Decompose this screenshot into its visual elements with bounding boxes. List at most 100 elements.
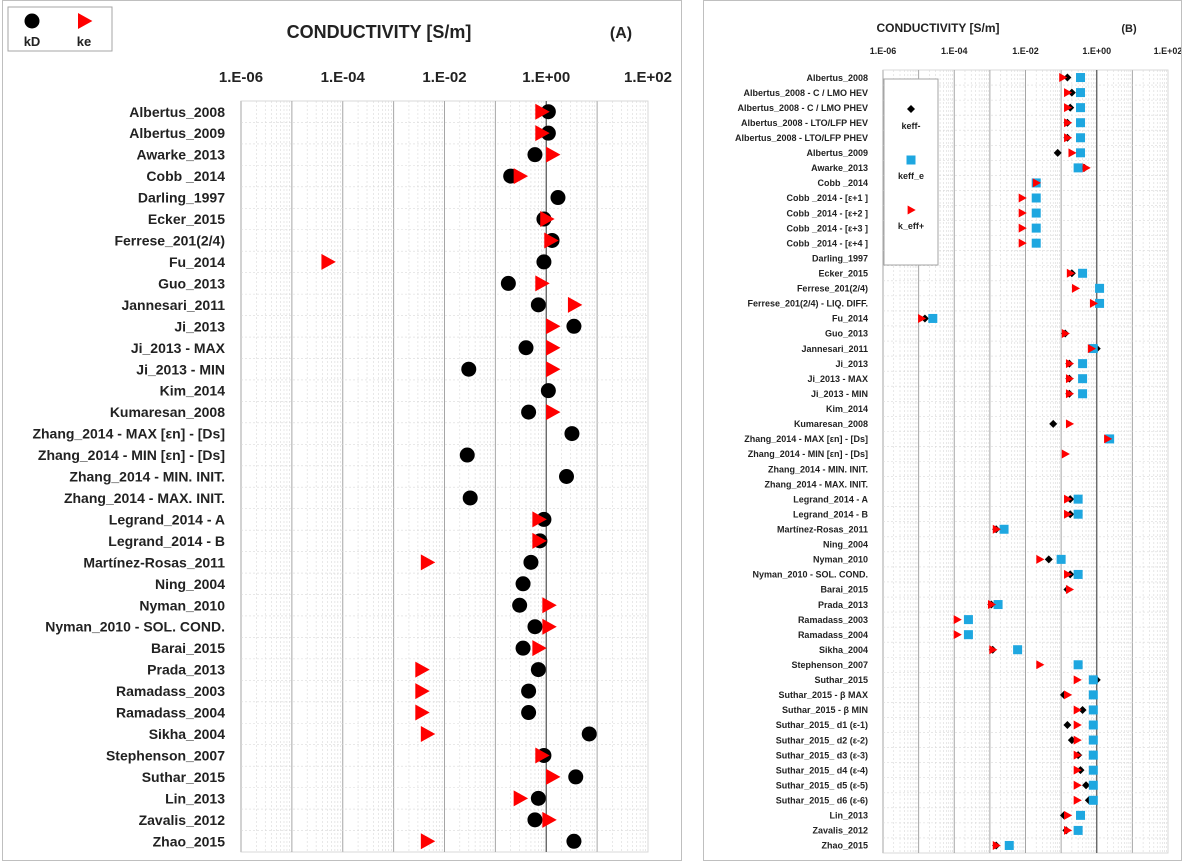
category-label: Albertus_2008 [806, 73, 868, 83]
data-point-ke [415, 704, 430, 721]
data-point-kpos [1064, 569, 1073, 579]
x-tick-label: 1.E-02 [1012, 46, 1039, 56]
category-label: Nyman_2010 - SOL. COND. [45, 619, 225, 635]
data-point-kD [564, 426, 580, 442]
chart-title: CONDUCTIVITY [S/m] [876, 21, 999, 35]
category-label: Stephenson_2007 [791, 660, 868, 670]
data-point-kD [568, 769, 584, 785]
category-label: Zhang_2014 - MAX. INIT. [764, 479, 868, 489]
category-label: Sikha_2004 [819, 645, 868, 655]
category-label: Ferrese_201(2/4) [114, 233, 225, 249]
data-point-kneg [1049, 419, 1058, 428]
category-label: Zavalis_2012 [139, 812, 226, 828]
data-point-kD [536, 254, 552, 270]
data-point-ke [567, 296, 583, 313]
category-label: Ji_2013 - MAX [131, 340, 226, 356]
category-label: Albertus_2008 - C / LMO PHEV [737, 103, 868, 113]
category-label: Suthar_2015 - β MAX [778, 690, 868, 700]
data-point-kD [566, 318, 582, 334]
data-point-keffe [1078, 359, 1088, 369]
data-point-kneg [1078, 705, 1087, 714]
chart-a-svg: CONDUCTIVITY [S/m] (A) 1.E-06 1.E-04 1.E-02 1… [7, 6, 672, 853]
category-label: Ning_2004 [823, 540, 868, 550]
legend-marker-keffe [906, 155, 916, 165]
panel-label: (B) [1121, 23, 1137, 35]
data-point-keffe [1088, 720, 1098, 730]
x-tick-label: 1.E-04 [941, 46, 968, 56]
data-point-kpos [992, 840, 1001, 850]
category-label: Prada_2013 [818, 600, 868, 610]
legend-label: ke [77, 34, 91, 49]
category-label: Suthar_2015_ d2 (ε-2) [776, 735, 868, 745]
data-point-keffe [1076, 810, 1086, 820]
data-point-kpos [1073, 735, 1082, 745]
data-point-kpos [1073, 795, 1082, 805]
category-label: Legrand_2014 - A [109, 511, 225, 527]
data-point-keffe [1004, 840, 1014, 850]
data-point-kpos [1036, 554, 1045, 564]
data-point-kpos [1073, 765, 1082, 775]
category-label: Martínez-Rosas_2011 [83, 554, 225, 570]
chart-panel-b: CONDUCTIVITY [S/m] (B) 1.E-06 1.E-04 1.E-02 1… [703, 0, 1182, 861]
category-label: Nyman_2010 - SOL. COND. [752, 570, 868, 580]
data-point-keffe [999, 524, 1009, 534]
data-point-kpos [1064, 118, 1073, 128]
category-label: Cobb _2014 - [ε+2 ] [786, 208, 868, 218]
data-point-ke [420, 725, 436, 742]
category-label: Nyman_2010 [139, 597, 225, 613]
category-label: Kim_2014 [826, 404, 868, 414]
category-label: Legrand_2014 - B [793, 509, 869, 519]
category-label: Cobb _2014 - [ε+3 ] [786, 223, 868, 233]
chart-panel-a: CONDUCTIVITY [S/m] (A) 1.E-06 1.E-04 1.E-02 1… [2, 0, 682, 861]
data-point-ke [532, 511, 547, 528]
data-point-ke [535, 103, 550, 120]
category-label: Darling_1997 [812, 253, 868, 263]
category-label: Suthar_2015_ d6 (ε-6) [776, 796, 868, 806]
category-label: Awarke_2013 [137, 147, 226, 163]
category-label: Kim_2014 [160, 383, 226, 399]
category-label: Ji_2013 [835, 359, 868, 369]
category-label: Suthar_2015_ d1 (ε-1) [776, 720, 868, 730]
data-point-ke [420, 833, 436, 850]
category-label: Zhang_2014 - MAX [εn] - [Ds] [32, 426, 225, 442]
data-point-ke [540, 211, 555, 228]
data-point-ke [544, 232, 559, 249]
data-point-kD [515, 640, 531, 656]
category-label: Zhang_2014 - MIN. INIT. [768, 464, 868, 474]
data-point-keffe [1088, 765, 1098, 775]
category-label: Ji_2013 - MIN [811, 389, 868, 399]
data-point-kpos [1018, 193, 1027, 203]
category-label: Awarke_2013 [811, 163, 868, 173]
x-tick-label: 1.E-06 [219, 69, 263, 86]
data-point-kneg [1053, 148, 1062, 157]
category-label: Nyman_2010 [813, 555, 868, 565]
data-point-ke [535, 275, 550, 292]
data-point-kpos [1065, 359, 1075, 369]
category-label: Suthar_2015 [814, 675, 868, 685]
category-label: Ning_2004 [155, 576, 225, 592]
category-label: Ferrese_201(2/4) - LIQ. DIFF. [747, 299, 868, 309]
category-label: Jannesari_2011 [801, 344, 868, 354]
data-point-keffe [1013, 645, 1023, 655]
data-point-ke [546, 318, 561, 335]
category-label: Prada_2013 [147, 662, 225, 678]
data-point-kneg [1082, 781, 1091, 790]
data-point-kD [515, 576, 531, 592]
data-point-kpos [1073, 705, 1082, 715]
data-point-ke [546, 404, 561, 421]
legend-marker-ke [78, 13, 93, 29]
legend-marker-kD [24, 13, 40, 29]
data-point-keffe [1088, 690, 1098, 700]
category-label: Stephenson_2007 [106, 747, 225, 763]
category-label: Zhang_2014 - MAX. INIT. [64, 490, 225, 506]
legend-box [7, 6, 113, 52]
legend-label: k_eff+ [898, 221, 924, 231]
data-point-kpos [1073, 720, 1082, 730]
category-label: Ramadass_2004 [798, 630, 868, 640]
data-point-kneg [1063, 73, 1072, 82]
data-point-kpos [1064, 690, 1073, 700]
data-point-keffe [1078, 389, 1088, 399]
data-point-ke [415, 661, 430, 678]
category-label: Barai_2015 [820, 585, 868, 595]
legend-label: keff- [901, 121, 920, 131]
